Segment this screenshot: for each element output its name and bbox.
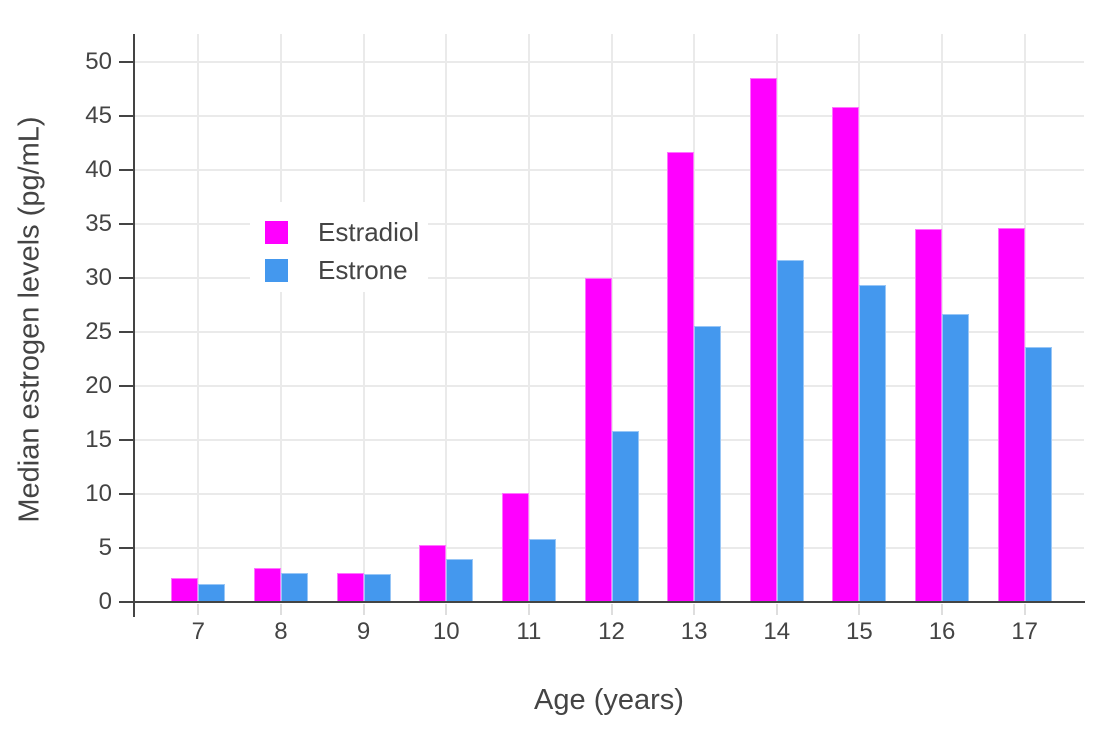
bar-estradiol-age-15[interactable] — [832, 107, 860, 602]
y-tick-label: 45 — [85, 101, 112, 129]
x-tick-mark — [527, 604, 530, 615]
x-gridline — [362, 34, 365, 602]
y-tick-mark — [119, 384, 134, 387]
y-tick-mark — [119, 546, 134, 549]
bar-estrone-age-17[interactable] — [1024, 347, 1052, 602]
x-tick-mark — [775, 604, 778, 615]
legend-label: Estrone — [318, 254, 408, 285]
x-tick-mark — [279, 604, 282, 615]
legend-item-estradiol[interactable]: Estradiol — [265, 213, 428, 251]
bar-estradiol-age-11[interactable] — [501, 493, 529, 602]
x-tick-mark — [197, 604, 200, 615]
bar-estrone-age-11[interactable] — [528, 539, 556, 602]
x-tick-label: 8 — [274, 618, 288, 645]
y-tick-mark — [119, 492, 134, 495]
y-axis-line — [133, 34, 135, 617]
bar-estradiol-age-12[interactable] — [584, 278, 612, 602]
x-gridline — [445, 34, 448, 602]
y-gridline — [134, 60, 1084, 63]
bar-estrone-age-9[interactable] — [363, 574, 391, 602]
x-gridline — [279, 34, 282, 602]
y-tick-label: 50 — [85, 47, 112, 75]
y-tick-label: 0 — [98, 588, 112, 615]
bar-estradiol-age-13[interactable] — [667, 152, 695, 602]
bar-estrone-age-15[interactable] — [859, 285, 887, 602]
bar-estradiol-age-10[interactable] — [419, 545, 447, 602]
x-tick-label: 16 — [928, 618, 956, 645]
x-axis-title: Age (years) — [534, 684, 684, 716]
legend-item-estrone[interactable]: Estrone — [265, 251, 428, 289]
x-tick-mark — [693, 604, 696, 615]
x-tick-label: 13 — [680, 618, 708, 645]
bar-estrone-age-8[interactable] — [280, 573, 308, 602]
bar-estradiol-age-9[interactable] — [336, 573, 364, 602]
y-gridline — [134, 222, 1084, 225]
y-tick-label: 35 — [85, 209, 112, 237]
y-tick-mark — [119, 276, 134, 279]
bar-estradiol-age-14[interactable] — [749, 78, 777, 602]
bar-estradiol-age-17[interactable] — [997, 228, 1025, 602]
x-tick-mark — [858, 604, 861, 615]
y-tick-label: 5 — [98, 533, 112, 561]
x-tick-label: 12 — [598, 618, 625, 645]
y-tick-mark — [119, 438, 134, 441]
legend-swatch-estrone — [265, 258, 288, 282]
bar-estradiol-age-8[interactable] — [253, 568, 281, 602]
x-tick-mark — [610, 604, 613, 615]
y-tick-mark — [119, 168, 134, 171]
x-tick-mark — [941, 604, 944, 615]
y-axis-title: Median estrogen levels (pg/mL) — [13, 116, 46, 523]
x-tick-label: 11 — [516, 618, 542, 645]
x-gridline — [693, 34, 696, 602]
x-tick-mark — [445, 604, 448, 615]
x-gridline — [1023, 34, 1026, 602]
bar-estrone-age-7[interactable] — [198, 584, 226, 602]
legend-label: Estradiol — [318, 216, 420, 247]
y-gridline — [134, 168, 1084, 171]
y-gridline — [134, 114, 1084, 117]
bar-estrone-age-16[interactable] — [942, 314, 970, 602]
bar-estrone-age-14[interactable] — [776, 260, 804, 602]
x-tick-mark — [362, 604, 365, 615]
y-tick-label: 25 — [85, 317, 112, 345]
x-tick-label: 14 — [763, 618, 791, 645]
x-tick-mark — [1023, 604, 1026, 615]
legend-swatch-estradiol — [265, 220, 288, 244]
x-tick-label: 9 — [356, 618, 371, 645]
y-tick-mark — [119, 114, 134, 117]
x-tick-label: 15 — [846, 618, 873, 645]
x-gridline — [197, 34, 200, 602]
x-gridline — [527, 34, 530, 602]
y-tick-mark — [119, 60, 134, 63]
x-axis-line — [133, 601, 1085, 603]
x-tick-label: 10 — [432, 618, 460, 645]
bar-estrone-age-13[interactable] — [694, 326, 722, 602]
bar-estradiol-age-16[interactable] — [915, 229, 943, 602]
x-tick-label: 17 — [1011, 618, 1039, 645]
y-tick-label: 20 — [85, 371, 112, 399]
y-tick-label: 30 — [85, 263, 112, 291]
legend: Estradiol Estrone — [250, 202, 428, 292]
y-tick-label: 10 — [85, 479, 112, 507]
bar-estrone-age-12[interactable] — [611, 431, 639, 602]
y-tick-mark — [119, 601, 134, 603]
x-gridline — [610, 34, 613, 602]
y-tick-label: 40 — [85, 155, 112, 183]
y-gridline — [134, 276, 1084, 279]
x-tick-label: 7 — [191, 618, 205, 645]
y-tick-mark — [119, 222, 134, 225]
y-tick-mark — [119, 330, 134, 333]
y-tick-label: 15 — [85, 425, 112, 453]
bar-estradiol-age-7[interactable] — [171, 578, 199, 602]
bar-estrone-age-10[interactable] — [446, 559, 474, 602]
